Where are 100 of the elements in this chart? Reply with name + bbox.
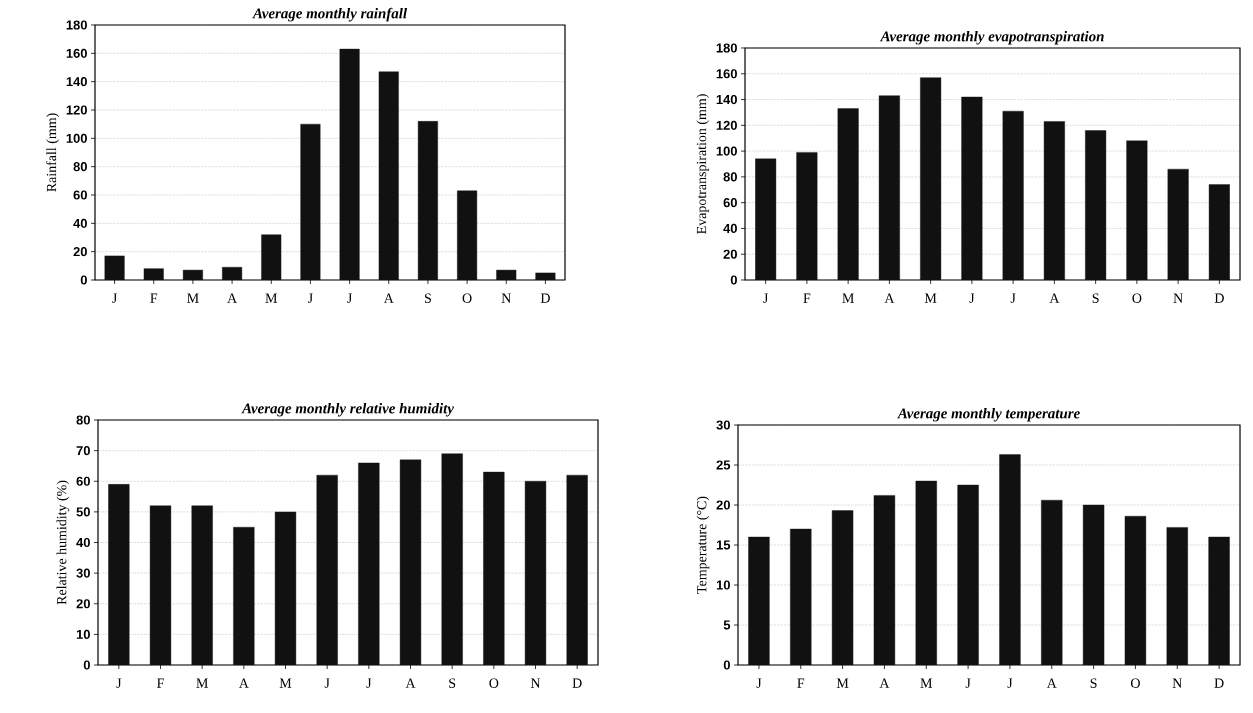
y-tick-label: 50 — [76, 507, 90, 517]
y-tick-label: 30 — [716, 420, 730, 430]
x-tick-label: J — [324, 678, 330, 688]
x-tick-label: O — [1130, 678, 1140, 688]
bar — [878, 95, 900, 280]
x-tick-label: J — [308, 293, 313, 303]
y-tick-label: 80 — [723, 172, 737, 182]
y-tick-label: 100 — [66, 133, 87, 143]
bar — [837, 108, 859, 280]
x-tick-label: F — [157, 678, 164, 688]
x-tick-label: O — [1132, 293, 1142, 303]
y-axis-title: Evapotranspiration (mm) — [696, 94, 710, 234]
x-tick-label: F — [797, 678, 805, 688]
y-axis-title: Temperature (°C) — [696, 496, 710, 594]
y-tick-label: 180 — [716, 43, 737, 53]
x-tick-label: F — [803, 293, 811, 303]
bar — [1043, 121, 1065, 280]
bar — [1085, 130, 1107, 280]
y-tick-label: 10 — [76, 629, 90, 639]
y-tick-label: 160 — [716, 69, 737, 79]
x-tick-label: J — [969, 293, 975, 303]
chart-title: Average monthly rainfall — [252, 7, 408, 22]
y-tick-label: 0 — [730, 275, 737, 285]
y-tick-label: 80 — [73, 162, 87, 172]
y-tick-label: 140 — [66, 77, 87, 87]
y-tick-label: 160 — [66, 48, 87, 58]
chart-title: Average monthly temperature — [897, 407, 1080, 422]
x-tick-label: M — [279, 678, 292, 688]
y-tick-label: 40 — [73, 218, 87, 228]
x-tick-label: D — [1214, 678, 1224, 688]
y-tick-label: 15 — [716, 540, 731, 550]
y-tick-label: 10 — [716, 580, 730, 590]
y-axis-title: Rainfall (mm) — [46, 113, 60, 192]
x-tick-label: N — [530, 678, 541, 688]
y-tick-label: 0 — [83, 660, 90, 670]
x-tick-label: O — [489, 678, 499, 688]
x-tick-label: J — [763, 293, 769, 303]
x-tick-label: M — [842, 293, 854, 303]
y-tick-label: 5 — [723, 620, 731, 630]
x-tick-label: F — [150, 293, 158, 303]
x-tick-label: O — [462, 293, 472, 303]
bar — [755, 158, 777, 280]
bar — [1002, 110, 1024, 280]
x-tick-label: J — [347, 293, 353, 303]
x-tick-label: S — [424, 293, 431, 303]
y-tick-label: 120 — [716, 120, 737, 130]
x-tick-label: S — [1090, 678, 1097, 688]
x-tick-label: J — [366, 678, 372, 688]
bar — [1126, 140, 1148, 280]
bar — [1167, 168, 1189, 280]
y-tick-label: 60 — [73, 190, 87, 200]
x-tick-label: J — [965, 678, 971, 688]
x-tick-label: S — [449, 678, 456, 688]
x-tick-label: N — [1172, 678, 1182, 688]
x-tick-label: N — [501, 293, 511, 303]
x-tick-label: D — [572, 678, 582, 688]
bar — [920, 77, 942, 280]
y-tick-label: 60 — [723, 198, 737, 208]
x-tick-label: N — [1173, 293, 1183, 303]
y-tick-label: 20 — [716, 500, 730, 510]
x-tick-label: M — [920, 678, 933, 688]
x-tick-label: M — [265, 293, 278, 303]
x-tick-label: M — [196, 678, 208, 688]
y-tick-label: 40 — [76, 537, 90, 548]
y-tick-label: 80 — [76, 415, 90, 425]
x-tick-label: J — [116, 678, 122, 688]
y-tick-label: 25 — [716, 460, 731, 470]
y-tick-label: 0 — [723, 660, 730, 670]
x-tick-label: M — [187, 293, 199, 303]
x-tick-label: J — [756, 678, 762, 688]
y-tick-label: 60 — [76, 476, 90, 486]
y-tick-label: 20 — [76, 599, 90, 609]
x-tick-label: A — [884, 293, 895, 303]
y-tick-label: 100 — [716, 146, 737, 156]
x-tick-label: A — [879, 678, 890, 688]
y-tick-label: 0 — [80, 275, 87, 285]
y-tick-label: 20 — [723, 249, 737, 259]
x-tick-label: M — [924, 293, 937, 303]
y-tick-label: 20 — [73, 247, 87, 257]
x-tick-label: A — [1046, 678, 1057, 688]
y-tick-label: 140 — [716, 94, 737, 105]
y-tick-label: 180 — [66, 20, 87, 30]
bar — [961, 96, 983, 280]
x-tick-label: D — [1214, 293, 1224, 303]
bar — [1208, 184, 1230, 280]
x-tick-label: J — [1010, 293, 1016, 303]
x-tick-label: A — [405, 678, 416, 688]
x-tick-label: A — [227, 293, 238, 303]
chart-title: Average monthly relative humidity — [241, 402, 454, 417]
x-tick-label: A — [1049, 293, 1060, 303]
x-tick-label: A — [238, 678, 249, 688]
y-tick-label: 70 — [76, 446, 90, 456]
x-tick-label: D — [540, 293, 550, 303]
x-tick-label: J — [1007, 678, 1013, 688]
y-tick-label: 120 — [66, 105, 87, 115]
bar — [796, 152, 818, 280]
x-tick-label: J — [112, 293, 118, 303]
y-axis-title: Relative humidity (%) — [56, 480, 70, 605]
chart-title: Average monthly evapotranspiration — [879, 30, 1104, 45]
x-tick-label: M — [836, 678, 849, 688]
